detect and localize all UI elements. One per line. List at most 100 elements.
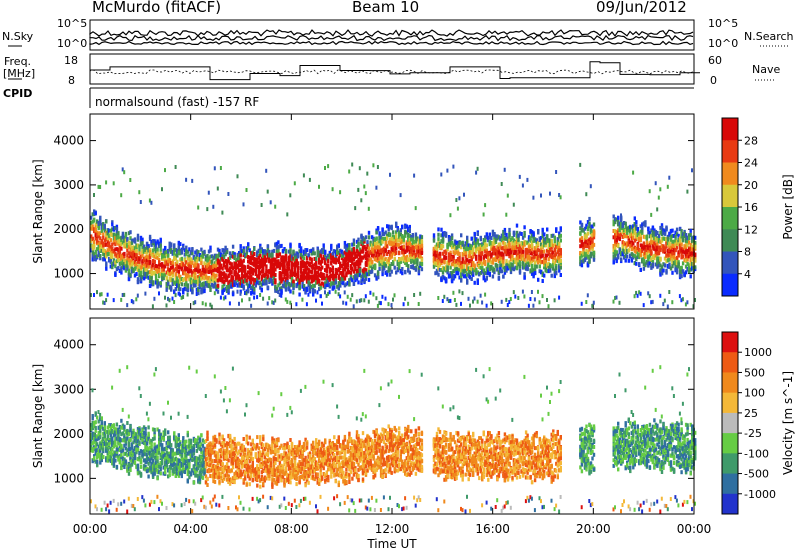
data-cell: [176, 280, 179, 285]
data-cell: [449, 253, 452, 258]
data-cell: [322, 283, 325, 288]
data-cell: [538, 237, 541, 242]
data-cell: [527, 255, 531, 260]
data-cell: [476, 166, 479, 171]
data-cell: [322, 273, 325, 277]
data-cell: [99, 247, 102, 252]
data-cell: [392, 234, 395, 239]
data-cell: [183, 258, 186, 263]
data-cell: [168, 298, 171, 303]
data-cell: [301, 277, 304, 282]
data-cell: [121, 231, 125, 236]
data-cell: [533, 260, 537, 265]
data-cell: [491, 274, 495, 279]
data-cell: [386, 224, 389, 229]
data-cell: [247, 259, 250, 264]
data-cell: [635, 257, 638, 262]
data-cell: [499, 256, 502, 261]
data-cell: [346, 253, 350, 258]
data-cell: [532, 268, 535, 273]
data-cell: [558, 234, 561, 239]
data-cell: [514, 248, 517, 253]
data-cell: [509, 297, 512, 301]
data-cell: [185, 277, 188, 282]
data-cell: [319, 249, 322, 254]
data-cell: [538, 264, 541, 269]
data-cell: [96, 232, 99, 237]
data-cell: [126, 242, 129, 247]
data-cell: [274, 257, 277, 262]
data-cell: [481, 269, 484, 274]
data-cell: [407, 233, 410, 237]
data-cell: [241, 268, 244, 273]
data-cell: [580, 253, 584, 258]
data-cell: [470, 277, 473, 281]
data-cell: [511, 254, 514, 259]
data-cell: [236, 252, 239, 257]
data-cell: [96, 239, 99, 244]
data-cell: [150, 239, 153, 244]
data-cell: [307, 274, 310, 279]
data-cell: [281, 262, 285, 267]
data-cell: [179, 292, 182, 297]
data-cell: [231, 292, 235, 297]
data-cell: [275, 254, 279, 259]
data-cell: [239, 253, 242, 258]
data-cell: [369, 270, 372, 275]
data-cell: [515, 262, 519, 267]
data-cell: [93, 210, 96, 215]
data-cell: [526, 240, 529, 245]
data-cell: [509, 251, 513, 256]
data-cell: [99, 292, 102, 297]
data-cell: [250, 255, 253, 260]
data-cell: [121, 240, 125, 245]
data-cell: [351, 250, 354, 255]
data-cell: [151, 281, 155, 286]
data-cell: [349, 274, 353, 279]
data-cell: [219, 295, 222, 300]
data-cell: [138, 190, 141, 195]
data-cell: [168, 268, 171, 273]
data-cell: [636, 243, 639, 248]
data-cell: [203, 249, 206, 254]
data-cell: [349, 276, 353, 281]
data-cell: [413, 245, 416, 250]
data-cell: [174, 280, 177, 285]
data-cell: [138, 247, 141, 252]
data-cell: [405, 230, 408, 235]
data-cell: [271, 270, 274, 274]
data-cell: [292, 283, 295, 288]
data-cell: [97, 231, 100, 236]
data-cell: [251, 250, 254, 255]
data-cell: [549, 238, 552, 243]
data-cell: [171, 270, 174, 275]
data-cell: [168, 272, 171, 277]
data-cell: [289, 244, 292, 248]
data-cell: [466, 235, 469, 240]
data-cell: [503, 268, 507, 273]
data-cell: [511, 245, 514, 250]
data-cell: [245, 247, 248, 252]
data-cell: [313, 262, 316, 267]
data-cell: [469, 266, 472, 270]
data-cell: [521, 265, 525, 270]
data-cell: [515, 253, 519, 258]
data-cell: [529, 260, 532, 265]
data-cell: [521, 257, 525, 262]
data-cell: [582, 245, 585, 250]
data-cell: [441, 265, 445, 270]
data-cell: [242, 284, 245, 289]
data-cell: [301, 273, 304, 277]
data-cell: [337, 286, 340, 291]
data-cell: [103, 242, 106, 247]
data-cell: [236, 263, 239, 268]
data-cell: [330, 274, 333, 279]
data-cell: [482, 212, 485, 217]
data-cell: [351, 247, 354, 252]
data-cell: [351, 278, 354, 283]
data-cell: [490, 252, 493, 257]
data-cell: [136, 293, 139, 298]
data-cell: [402, 302, 405, 307]
data-cell: [449, 256, 452, 261]
data-cell: [503, 241, 507, 246]
